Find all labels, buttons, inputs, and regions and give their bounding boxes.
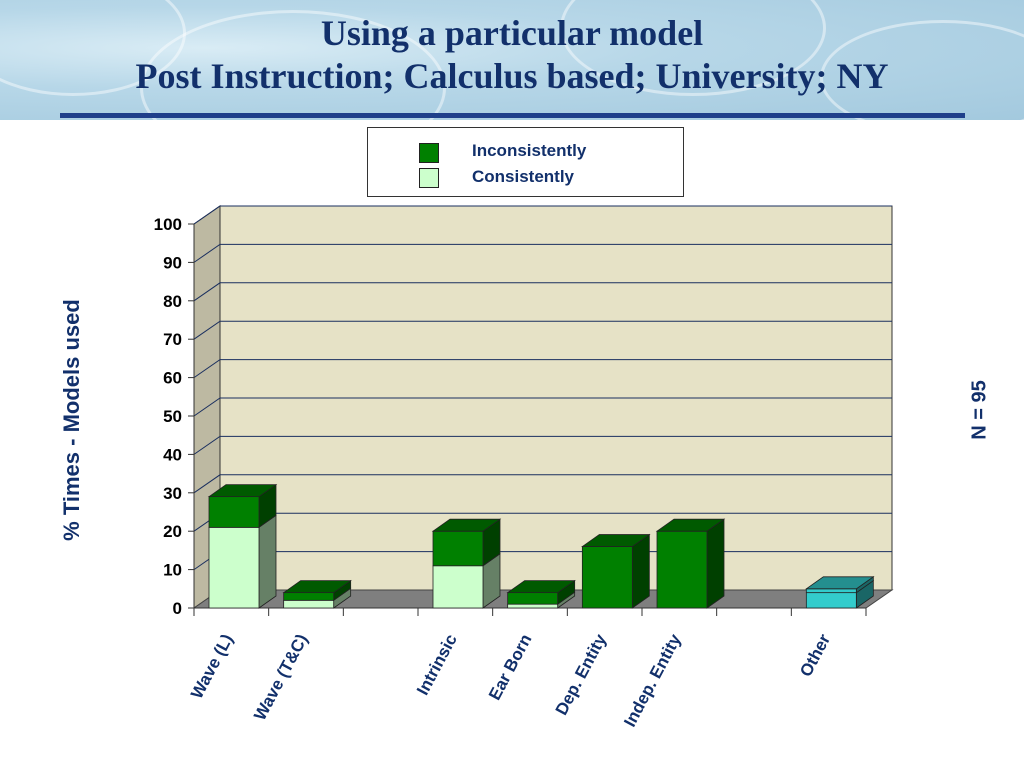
x-tick-label: Ear Born <box>485 631 535 703</box>
bar-top <box>431 518 502 532</box>
gridline <box>193 282 892 302</box>
gridline <box>193 474 892 494</box>
x-tick-label: Wave (T&C) <box>250 631 311 724</box>
legend-swatch-consistently <box>419 168 439 188</box>
bar-inconsistently <box>432 530 484 567</box>
gridline <box>193 435 892 455</box>
x-tick-label: Other <box>796 631 834 680</box>
bar-inconsistently <box>581 546 633 609</box>
bar-consistently <box>805 592 857 609</box>
bar-top <box>506 580 576 594</box>
bar-consistently <box>507 603 559 609</box>
y-tick-label: 40 <box>163 445 182 464</box>
x-tick-label: Indep. Entity <box>620 630 685 729</box>
y-tick-label: 10 <box>163 561 182 580</box>
title-rule <box>60 113 965 118</box>
legend-label-consistently: Consistently <box>472 167 575 186</box>
gridline <box>193 205 892 225</box>
y-tick-label: 0 <box>173 599 182 618</box>
y-tick-label: 70 <box>163 330 182 349</box>
bar-inconsistently <box>283 592 335 601</box>
title-line-1: Using a particular model <box>320 13 704 53</box>
y-tick-label: 50 <box>163 407 182 426</box>
x-tick-label: Wave (L) <box>187 631 237 702</box>
title-banner <box>0 0 1024 166</box>
banner-swirl <box>140 10 446 166</box>
bar-inconsistently-side <box>706 518 725 609</box>
bar-consistently-side <box>258 514 277 609</box>
x-tick-label: Dep. Entity <box>552 630 611 718</box>
banner-swirl <box>820 20 1024 136</box>
bar-inconsistently <box>656 530 708 609</box>
bar-consistently <box>432 565 484 609</box>
bar-inconsistently-side <box>631 533 650 609</box>
gridline <box>193 397 892 417</box>
bar-inconsistently <box>208 496 260 528</box>
bar-consistently <box>283 599 335 609</box>
bar-top <box>282 580 352 594</box>
chart-legend: Inconsistently Consistently <box>367 127 684 197</box>
legend-label-inconsistently: Inconsistently <box>472 141 587 160</box>
bar-top <box>805 576 875 590</box>
gridline <box>193 243 892 263</box>
y-tick-label: 100 <box>154 215 182 234</box>
gridline <box>193 320 892 340</box>
bar-inconsistently <box>805 588 857 594</box>
legend-swatch-inconsistently <box>419 143 439 163</box>
title-line-2: Post Instruction; Calculus based; Univer… <box>135 56 889 96</box>
y-tick-label: 60 <box>163 369 182 388</box>
bar-top <box>581 534 651 547</box>
y-tick-label: 20 <box>163 522 182 541</box>
y-tick-label: 90 <box>163 253 182 272</box>
bar-consistently <box>208 526 260 609</box>
y-tick-label: 30 <box>163 484 182 503</box>
y-tick-label: 80 <box>163 292 182 311</box>
bar-top <box>655 518 726 532</box>
gridline <box>193 359 892 379</box>
bar-inconsistently <box>507 592 559 605</box>
x-tick-label: Intrinsic <box>413 631 461 698</box>
bar-top <box>207 484 278 498</box>
